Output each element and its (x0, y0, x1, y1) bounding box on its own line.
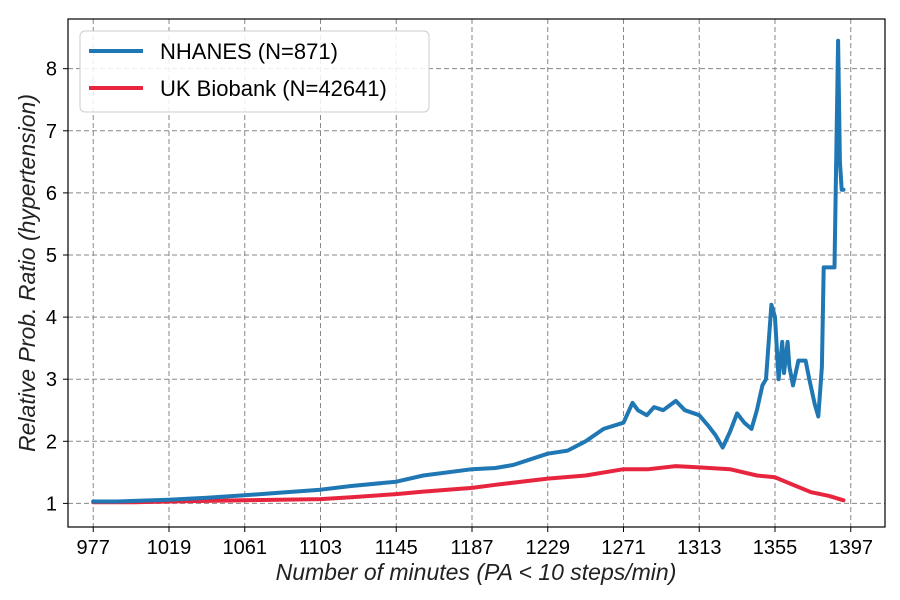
y-tick-label: 5 (46, 245, 57, 267)
x-tick-label: 1187 (450, 537, 493, 559)
y-tick-label: 4 (46, 307, 57, 329)
x-tick-label: 977 (77, 537, 110, 559)
x-tick-label: 1229 (525, 537, 570, 559)
y-tick-label: 3 (46, 369, 57, 391)
series-line-nhanes (91, 38, 846, 504)
y-tick-label: 7 (46, 121, 57, 143)
x-axis-label: Number of minutes (PA < 10 steps/min) (276, 559, 677, 585)
y-axis-ticks: 1 2 3 4 5 6 7 8 (46, 59, 68, 515)
x-tick-label: 1397 (828, 537, 873, 559)
x-tick-label: 1271 (601, 537, 646, 559)
x-axis-ticks: 977 1019 1061 1103 1145 1187 1229 1271 1313 1355 1… (77, 527, 873, 559)
y-tick-label: 8 (46, 59, 57, 81)
series-line-ukbiobank (91, 464, 846, 505)
legend-label-ukbiobank: UK Biobank (N=42641) (160, 76, 387, 101)
x-tick-label: 1355 (753, 537, 798, 559)
y-axis-label: Relative Prob. Ratio (hypertension) (14, 94, 40, 452)
x-tick-label: 1145 (375, 537, 418, 559)
y-tick-label: 2 (46, 431, 57, 453)
x-tick-label: 1313 (677, 537, 722, 559)
legend-box (79, 30, 430, 113)
x-tick-label: 1019 (147, 537, 192, 559)
x-tick-label: 1061 (222, 537, 267, 559)
y-tick-label: 1 (46, 493, 57, 515)
series-lines (91, 38, 846, 505)
legend-label-nhanes: NHANES (N=871) (160, 39, 338, 64)
x-tick-label: 1103 (299, 537, 342, 559)
legend: NHANES (N=871) UK Biobank (N=42641) (79, 30, 430, 113)
y-tick-label: 6 (46, 183, 57, 205)
plot-frame (67, 18, 886, 528)
